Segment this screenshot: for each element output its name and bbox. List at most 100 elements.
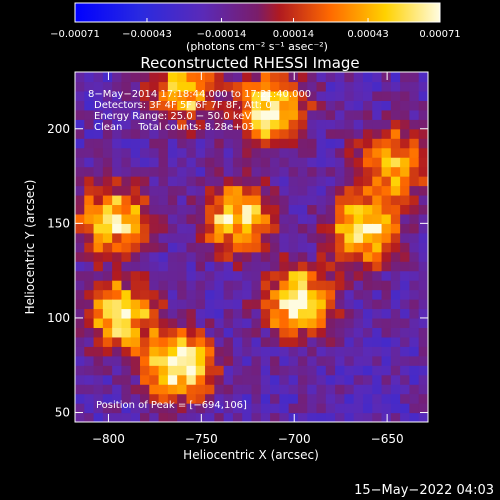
- heatmap-cell: [270, 299, 280, 310]
- heatmap-cell: [353, 176, 364, 187]
- heatmap-cell: [75, 242, 85, 253]
- heatmap-cell: [140, 270, 150, 281]
- heatmap-cell: [112, 261, 123, 272]
- heatmap-cell: [372, 317, 383, 329]
- heatmap-cell: [195, 176, 206, 187]
- heatmap-cell: [372, 176, 383, 187]
- heatmap-cell: [335, 374, 345, 385]
- heatmap-cell: [288, 289, 299, 300]
- heatmap-cell: [84, 317, 95, 329]
- heatmap-cell: [297, 119, 308, 130]
- heatmap-cell: [418, 251, 428, 262]
- heatmap-cell: [177, 81, 188, 92]
- heatmap-cell: [409, 289, 420, 300]
- x-tick-label: −750: [185, 432, 218, 446]
- heatmap-cell: [112, 289, 123, 300]
- heatmap-cell: [130, 90, 141, 101]
- heatmap-cell: [177, 327, 188, 338]
- heatmap-cell: [400, 90, 411, 101]
- heatmap-cell: [149, 365, 160, 376]
- heatmap-cell: [316, 147, 327, 158]
- heatmap-cell: [390, 119, 401, 130]
- heatmap-cell: [288, 109, 299, 120]
- heatmap-cell: [242, 374, 253, 385]
- heatmap-cell: [242, 213, 253, 224]
- heatmap-cell: [93, 393, 104, 404]
- heatmap-cell: [149, 90, 160, 101]
- heatmap-cell: [325, 90, 336, 101]
- heatmap-cell: [362, 194, 373, 206]
- heatmap-cell: [112, 346, 123, 357]
- heatmap-cell: [409, 393, 420, 404]
- heatmap-cell: [242, 327, 253, 338]
- heatmap-cell: [242, 147, 253, 158]
- heatmap-cell: [75, 119, 85, 130]
- heatmap-cell: [214, 157, 225, 168]
- heatmap-cell: [390, 242, 401, 253]
- heatmap-cell: [400, 355, 411, 366]
- heatmap-cell: [75, 412, 85, 422]
- heatmap-cell: [270, 147, 280, 158]
- heatmap-cell: [186, 147, 197, 158]
- heatmap-cell: [130, 251, 141, 262]
- heatmap-cell: [251, 194, 262, 206]
- heatmap-cell: [362, 223, 373, 234]
- heatmap-cell: [316, 412, 327, 422]
- heatmap-cell: [205, 403, 215, 414]
- heatmap-cell: [381, 176, 392, 187]
- heatmap-cell: [288, 317, 299, 329]
- heatmap-cell: [418, 261, 428, 272]
- heatmap-cell: [121, 90, 132, 101]
- heatmap-cell: [335, 384, 345, 395]
- heatmap-cell: [251, 393, 262, 404]
- heatmap-cell: [214, 384, 225, 395]
- heatmap-cell: [223, 223, 234, 234]
- heatmap-cell: [362, 90, 373, 101]
- heatmap-cell: [270, 72, 280, 83]
- heatmap-cell: [121, 374, 132, 385]
- heatmap-cell: [121, 412, 132, 422]
- heatmap-cell: [344, 317, 355, 329]
- heatmap-cell: [307, 374, 318, 385]
- heatmap-cell: [112, 157, 123, 168]
- x-tick-label: −650: [371, 432, 404, 446]
- heatmap-cell: [362, 336, 373, 347]
- heatmap-cell: [214, 109, 225, 120]
- heatmap-cell: [149, 346, 160, 357]
- heatmap-cell: [362, 81, 373, 92]
- heatmap-cell: [400, 109, 411, 120]
- heatmap-cell: [84, 185, 95, 196]
- heatmap-cell: [149, 336, 160, 347]
- heatmap-cell: [307, 119, 318, 130]
- heatmap-cell: [112, 100, 123, 111]
- heatmap-cell: [390, 384, 401, 395]
- heatmap-cell: [167, 185, 178, 196]
- heatmap-cell: [288, 327, 299, 338]
- heatmap-cell: [158, 109, 169, 120]
- heatmap-cell: [344, 336, 355, 347]
- heatmap-cell: [177, 157, 188, 168]
- heatmap-cell: [232, 72, 243, 83]
- heatmap-cell: [102, 412, 113, 422]
- heatmap-cell: [307, 299, 318, 310]
- heatmap-cell: [288, 100, 299, 111]
- heatmap-cell: [353, 308, 364, 319]
- heatmap-cell: [270, 393, 280, 404]
- heatmap-cell: [353, 270, 364, 281]
- heatmap-cell: [149, 128, 160, 139]
- heatmap-cell: [260, 251, 271, 262]
- heatmap-cell: [381, 213, 392, 224]
- heatmap-cell: [307, 336, 318, 347]
- heatmap-cell: [102, 138, 113, 149]
- heatmap-cell: [353, 346, 364, 357]
- heatmap-cell: [353, 327, 364, 338]
- heatmap-cell: [297, 81, 308, 92]
- heatmap-cell: [112, 251, 123, 262]
- heatmap-cell: [167, 280, 178, 291]
- heatmap-cell: [102, 185, 113, 196]
- heatmap-cell: [205, 336, 215, 347]
- heatmap-cell: [205, 166, 215, 177]
- heatmap-cell: [325, 100, 336, 111]
- heatmap-cell: [409, 72, 420, 83]
- heatmap-cell: [140, 242, 150, 253]
